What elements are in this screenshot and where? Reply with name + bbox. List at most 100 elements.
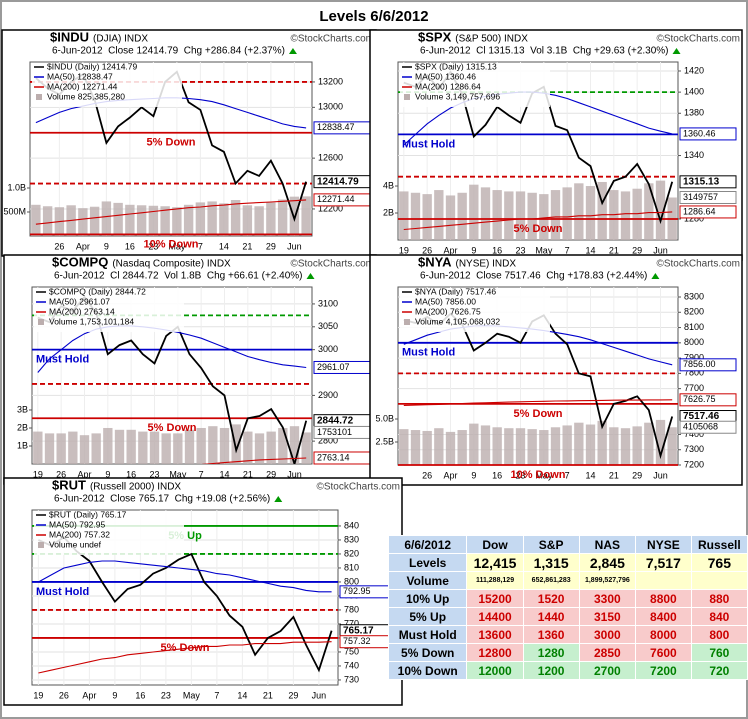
volume-bar [31, 204, 41, 236]
volume-bar [195, 202, 206, 236]
volume-bar [644, 422, 654, 465]
table-cell: 5% Up [387, 607, 468, 626]
x-tick-label: 19 [33, 690, 43, 700]
volume-bar [527, 429, 537, 465]
end-label: 7517.46 [683, 411, 720, 422]
table-cell: 10% Down [387, 661, 468, 680]
end-label: 1753101 [317, 427, 352, 437]
x-tick-label: 16 [126, 469, 136, 479]
legend-swatch [36, 94, 42, 100]
y-tick-label: 800 [344, 576, 359, 586]
end-label: 2763.14 [317, 452, 350, 462]
table-cell: Volume [387, 571, 468, 590]
volume-bar [504, 428, 514, 465]
volume-bar [101, 201, 112, 236]
x-tick-label: 14 [585, 245, 595, 255]
x-tick-label: 21 [609, 245, 619, 255]
level-label: 5% Down [161, 642, 210, 654]
x-tick-label: Jun [287, 469, 302, 479]
legend-entry: Volume undef [49, 539, 102, 549]
chart-title: $RUT [52, 477, 86, 492]
legend-entry: MA(50) 1360.46 [415, 71, 476, 81]
x-tick-label: 7 [214, 690, 219, 700]
table-cell: 14400 [466, 607, 524, 626]
level-label: Must Hold [402, 138, 455, 150]
volume-bar [480, 425, 491, 465]
legend-entry: MA(200) 12271.44 [47, 81, 118, 91]
price-line [200, 457, 307, 464]
volume-bar [399, 429, 409, 465]
y-tick-label: 8200 [684, 307, 704, 317]
x-tick-label: 26 [56, 469, 66, 479]
level-label: 5% Down [514, 223, 563, 235]
volume-bar [434, 190, 444, 240]
table-cell: 12000 [466, 661, 524, 680]
change-arrow [306, 273, 315, 279]
table-row: Volume 111,288,129 652,861,283 1,899,527,79… [387, 571, 748, 590]
end-label: 765.17 [343, 625, 374, 636]
end-label: 12838.47 [317, 122, 355, 132]
level-label: Must Hold [36, 586, 89, 598]
table-cell: 1,315 [522, 553, 580, 572]
volume-bar [114, 429, 125, 464]
y2-tick-label: 2B [383, 207, 394, 217]
level-label: Must Hold [36, 354, 89, 366]
volume-bar [266, 202, 276, 236]
legend-entry: $INDU (Daily) 12414.79 [47, 61, 138, 71]
volume-bar [515, 428, 526, 465]
y-tick-label: 12200 [318, 203, 343, 213]
volume-bar [230, 200, 241, 236]
header-cell: NAS [578, 535, 637, 554]
chart-name: (S&P 500) INDX [455, 34, 528, 45]
y-tick-label: 830 [344, 534, 359, 544]
x-tick-label: Apr [76, 241, 90, 251]
legend-entry: Volume 3,149,757,696 [415, 91, 500, 101]
y-tick-label: 820 [344, 548, 359, 558]
y2-tick-label: 1B [17, 440, 28, 450]
table-cell: 800 [690, 625, 748, 644]
x-tick-label: May [169, 469, 187, 479]
chart-name: (Nasdaq Composite) INDX [112, 259, 231, 270]
y-tick-label: 1340 [684, 150, 704, 160]
y-tick-label: 13200 [318, 76, 343, 86]
volume-bar [539, 430, 549, 465]
volume-bar [149, 431, 160, 464]
volume-bar [609, 427, 619, 465]
x-tick-label: 26 [422, 470, 432, 480]
chart-subtitle: 6-Jun-2012 Close 765.17 Chg +19.08 (+2.5… [54, 494, 270, 505]
volume-bar [79, 435, 90, 464]
end-label-box [679, 358, 737, 372]
x-tick-label: 23 [148, 241, 158, 251]
y-tick-label: 7300 [684, 444, 704, 454]
volume-bar [161, 433, 171, 464]
table-cell: 880 [690, 589, 748, 608]
legend-entry: MA(200) 2763.14 [49, 306, 115, 316]
volume-bar [277, 199, 288, 236]
level-label: Must Hold [402, 347, 455, 359]
volume-bar [68, 431, 78, 464]
level-label: 10% Down [143, 238, 198, 250]
price-line [38, 641, 332, 674]
y-tick-label: 740 [344, 660, 359, 670]
volume-bar [278, 427, 288, 464]
change-arrow [288, 48, 297, 54]
x-tick-label: 19 [33, 469, 43, 479]
legend-box [34, 288, 184, 332]
y2-tick-label: 2.5B [375, 436, 394, 446]
volume-bar [172, 207, 182, 236]
legend-box [32, 63, 182, 107]
legend-entry: MA(50) 792.95 [49, 519, 105, 529]
volume-bar [457, 430, 467, 465]
price-line [38, 560, 332, 593]
x-tick-label: May [168, 241, 186, 251]
change-arrow [672, 48, 681, 54]
volume-bar [539, 194, 549, 240]
volume-bar [89, 206, 100, 236]
x-tick-label: Jun [653, 470, 668, 480]
change-arrow [274, 496, 283, 502]
x-tick-label: 29 [632, 470, 642, 480]
legend-entry: Volume 825,385,280 [47, 91, 125, 101]
end-label-box [679, 175, 737, 189]
table-cell: 1200 [522, 661, 580, 680]
